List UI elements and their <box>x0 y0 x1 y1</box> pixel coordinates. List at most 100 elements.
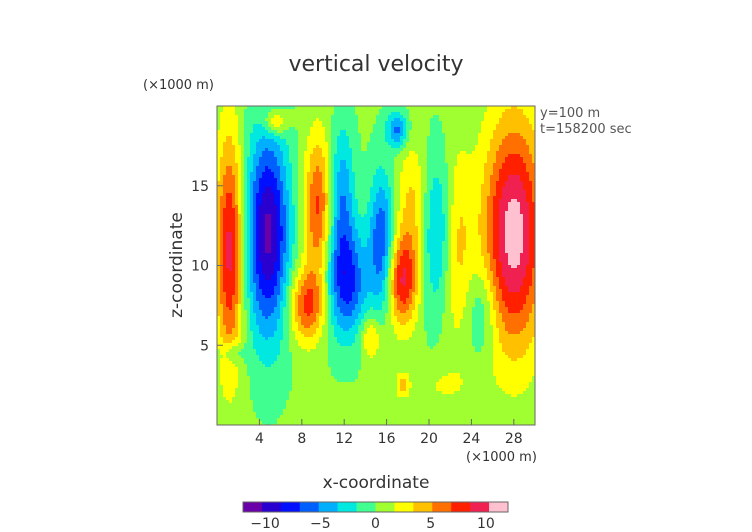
heatmap-cell <box>322 115 326 119</box>
heatmap-cell <box>316 235 320 239</box>
heatmap-cell <box>358 226 362 230</box>
heatmap-cell <box>433 238 437 242</box>
heatmap-cell <box>451 163 455 167</box>
heatmap-cell <box>433 151 437 155</box>
heatmap-cell <box>346 199 350 203</box>
heatmap-cell <box>478 160 482 164</box>
heatmap-cell <box>355 112 359 116</box>
heatmap-cell <box>316 160 320 164</box>
heatmap-cell <box>520 124 524 128</box>
heatmap-cell <box>292 181 296 185</box>
heatmap-cell <box>376 136 380 140</box>
heatmap-cell <box>346 175 350 179</box>
heatmap-cell <box>307 160 311 164</box>
heatmap-cell <box>256 187 260 191</box>
heatmap-cell <box>412 166 416 170</box>
heatmap-cell <box>400 211 404 215</box>
heatmap-cell <box>487 196 491 200</box>
heatmap-cell <box>442 121 446 125</box>
heatmap-cell <box>451 118 455 122</box>
heatmap-cell <box>430 136 434 140</box>
heatmap-cell <box>376 127 380 131</box>
heatmap-cell <box>238 106 242 110</box>
heatmap-cell <box>289 121 293 125</box>
heatmap-cell <box>352 121 356 125</box>
heatmap-cell <box>328 157 332 161</box>
heatmap-cell <box>223 169 227 173</box>
heatmap-cell <box>484 130 488 134</box>
heatmap-cell <box>334 115 338 119</box>
heatmap-cell <box>517 211 521 215</box>
heatmap-cell <box>343 238 347 242</box>
heatmap-cell <box>460 181 464 185</box>
heatmap-cell <box>391 208 395 212</box>
heatmap-cell <box>247 112 251 116</box>
heatmap-cell <box>301 157 305 161</box>
heatmap-cell <box>526 244 530 248</box>
heatmap-cell <box>421 109 425 113</box>
heatmap-cell <box>391 220 395 224</box>
heatmap-cell <box>247 139 251 143</box>
heatmap-cell <box>409 157 413 161</box>
heatmap-cell <box>421 208 425 212</box>
heatmap-cell <box>460 121 464 125</box>
heatmap-cell <box>511 217 515 221</box>
heatmap-cell <box>388 238 392 242</box>
heatmap-cell <box>436 124 440 128</box>
heatmap-cell <box>226 112 230 116</box>
heatmap-cell <box>283 193 287 197</box>
heatmap-cell <box>382 154 386 158</box>
heatmap-cell <box>259 232 263 236</box>
heatmap-cell <box>433 184 437 188</box>
heatmap-cell <box>358 124 362 128</box>
heatmap-cell <box>490 151 494 155</box>
heatmap-cell <box>262 175 266 179</box>
heatmap-cell <box>403 169 407 173</box>
heatmap-cell <box>496 109 500 113</box>
heatmap-cell <box>532 226 536 230</box>
heatmap-cell <box>529 187 533 191</box>
heatmap-cell <box>319 175 323 179</box>
heatmap-cell <box>517 142 521 146</box>
heatmap-cell <box>268 169 272 173</box>
heatmap-cell <box>385 223 389 227</box>
heatmap-cell <box>409 154 413 158</box>
heatmap-cell <box>367 238 371 242</box>
heatmap-cell <box>286 106 290 110</box>
heatmap-cell <box>493 202 497 206</box>
heatmap-cell <box>238 241 242 245</box>
heatmap-cell <box>520 223 524 227</box>
heatmap-cell <box>418 244 422 248</box>
heatmap-cell <box>349 205 353 209</box>
heatmap-cell <box>322 106 326 110</box>
heatmap-cell <box>289 184 293 188</box>
heatmap-cell <box>310 214 314 218</box>
heatmap-cell <box>466 157 470 161</box>
heatmap-cell <box>451 217 455 221</box>
heatmap-cell <box>514 124 518 128</box>
heatmap-cell <box>475 127 479 131</box>
heatmap-cell <box>283 199 287 203</box>
heatmap-cell <box>304 157 308 161</box>
heatmap-cell <box>526 130 530 134</box>
heatmap-cell <box>496 160 500 164</box>
heatmap-cell <box>451 154 455 158</box>
heatmap-cell <box>229 244 233 248</box>
heatmap-cell <box>403 214 407 218</box>
heatmap-cell <box>259 217 263 221</box>
heatmap-cell <box>481 217 485 221</box>
heatmap-cell <box>289 220 293 224</box>
heatmap-cell <box>385 166 389 170</box>
heatmap-cell <box>397 205 401 209</box>
heatmap-cell <box>466 136 470 140</box>
heatmap-cell <box>484 184 488 188</box>
heatmap-cell <box>400 136 404 140</box>
heatmap-cell <box>472 166 476 170</box>
heatmap-cell <box>445 199 449 203</box>
heatmap-cell <box>394 139 398 143</box>
heatmap-cell <box>439 163 443 167</box>
heatmap-cell <box>235 160 239 164</box>
heatmap-cell <box>448 223 452 227</box>
heatmap-cell <box>475 223 479 227</box>
heatmap-cell <box>487 109 491 113</box>
